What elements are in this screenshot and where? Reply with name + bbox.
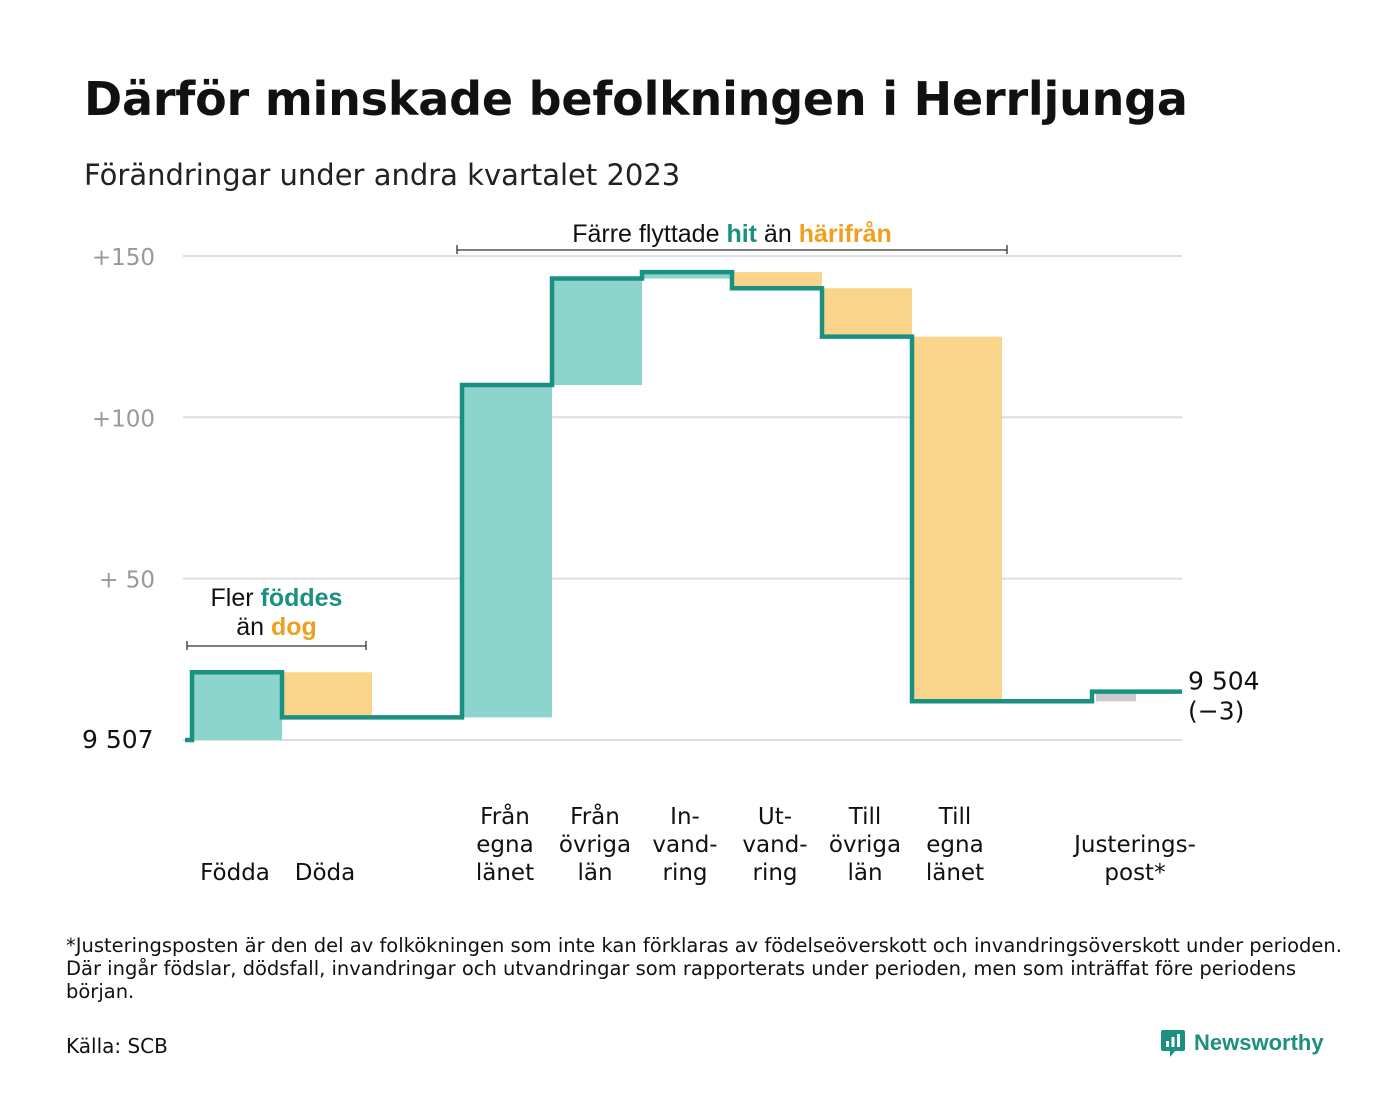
category-label: Till bbox=[938, 804, 972, 830]
annotation-segment: föddes bbox=[261, 584, 343, 612]
footnote: *Justeringsposten är den del av folkökni… bbox=[66, 934, 1342, 1003]
newsworthy-logo-icon bbox=[1161, 1030, 1185, 1057]
category-label: länet bbox=[476, 860, 534, 886]
category-label: In- bbox=[670, 804, 700, 830]
annotation-segment: än bbox=[236, 613, 271, 641]
annotation-segment: Färre flyttade bbox=[572, 220, 726, 248]
waterfall-bar bbox=[912, 336, 1002, 702]
annotation-segment: än bbox=[757, 220, 799, 248]
waterfall-bar bbox=[642, 272, 732, 279]
category-label: ring bbox=[662, 860, 707, 886]
cumulative-step-line bbox=[185, 269, 1182, 743]
category-label: länet bbox=[926, 860, 984, 886]
y-tick-label: +150 bbox=[92, 245, 155, 271]
category-label: Till bbox=[848, 804, 882, 830]
category-label: Från bbox=[570, 802, 620, 830]
category-label: län bbox=[577, 860, 612, 886]
waterfall-bar bbox=[282, 672, 372, 718]
waterfall-bar bbox=[822, 288, 912, 337]
category-label: egna bbox=[476, 832, 533, 858]
waterfall-bar bbox=[552, 278, 642, 386]
end-change-label: (−3) bbox=[1188, 697, 1244, 726]
category-label: post* bbox=[1104, 860, 1165, 886]
waterfall-bar bbox=[732, 272, 822, 289]
category-label: övriga bbox=[559, 832, 631, 858]
category-label: län bbox=[847, 860, 882, 886]
category-label: Justerings- bbox=[1072, 832, 1196, 858]
annotation-segment: Fler bbox=[211, 584, 261, 612]
annotation-segment: härifrån bbox=[799, 220, 892, 248]
brand-logo: Newsworthy bbox=[1160, 1028, 1324, 1058]
y-tick-label: + 50 bbox=[99, 568, 155, 594]
annotation-text: än dog bbox=[236, 613, 317, 641]
annotation-segment: hit bbox=[726, 220, 757, 248]
category-label: vand- bbox=[652, 832, 717, 858]
start-value-label: 9 507 bbox=[82, 725, 154, 754]
waterfall-bar bbox=[192, 672, 282, 740]
category-label: ring bbox=[752, 860, 797, 886]
annotation-text: Fler föddes bbox=[211, 584, 343, 612]
annotation-segment: dog bbox=[271, 613, 317, 641]
brand-name: Newsworthy bbox=[1194, 1030, 1324, 1055]
y-tick-label: +100 bbox=[92, 406, 155, 432]
category-label: Födda bbox=[200, 860, 270, 886]
category-label: egna bbox=[926, 832, 983, 858]
category-label: Från bbox=[480, 802, 530, 830]
category-label: övriga bbox=[829, 832, 901, 858]
source-label: Källa: SCB bbox=[66, 1034, 168, 1058]
category-label: Döda bbox=[295, 860, 355, 886]
chart-title: Därför minskade befolkningen i Herrljung… bbox=[84, 72, 1188, 126]
waterfall-bar bbox=[462, 385, 552, 718]
waterfall-bar bbox=[1096, 691, 1136, 702]
category-label: vand- bbox=[742, 832, 807, 858]
category-label: Ut- bbox=[758, 804, 792, 830]
chart-subtitle: Förändringar under andra kvartalet 2023 bbox=[84, 158, 681, 192]
annotation-text: Färre flyttade hit än härifrån bbox=[572, 220, 892, 248]
end-value-label: 9 504 bbox=[1188, 667, 1260, 696]
